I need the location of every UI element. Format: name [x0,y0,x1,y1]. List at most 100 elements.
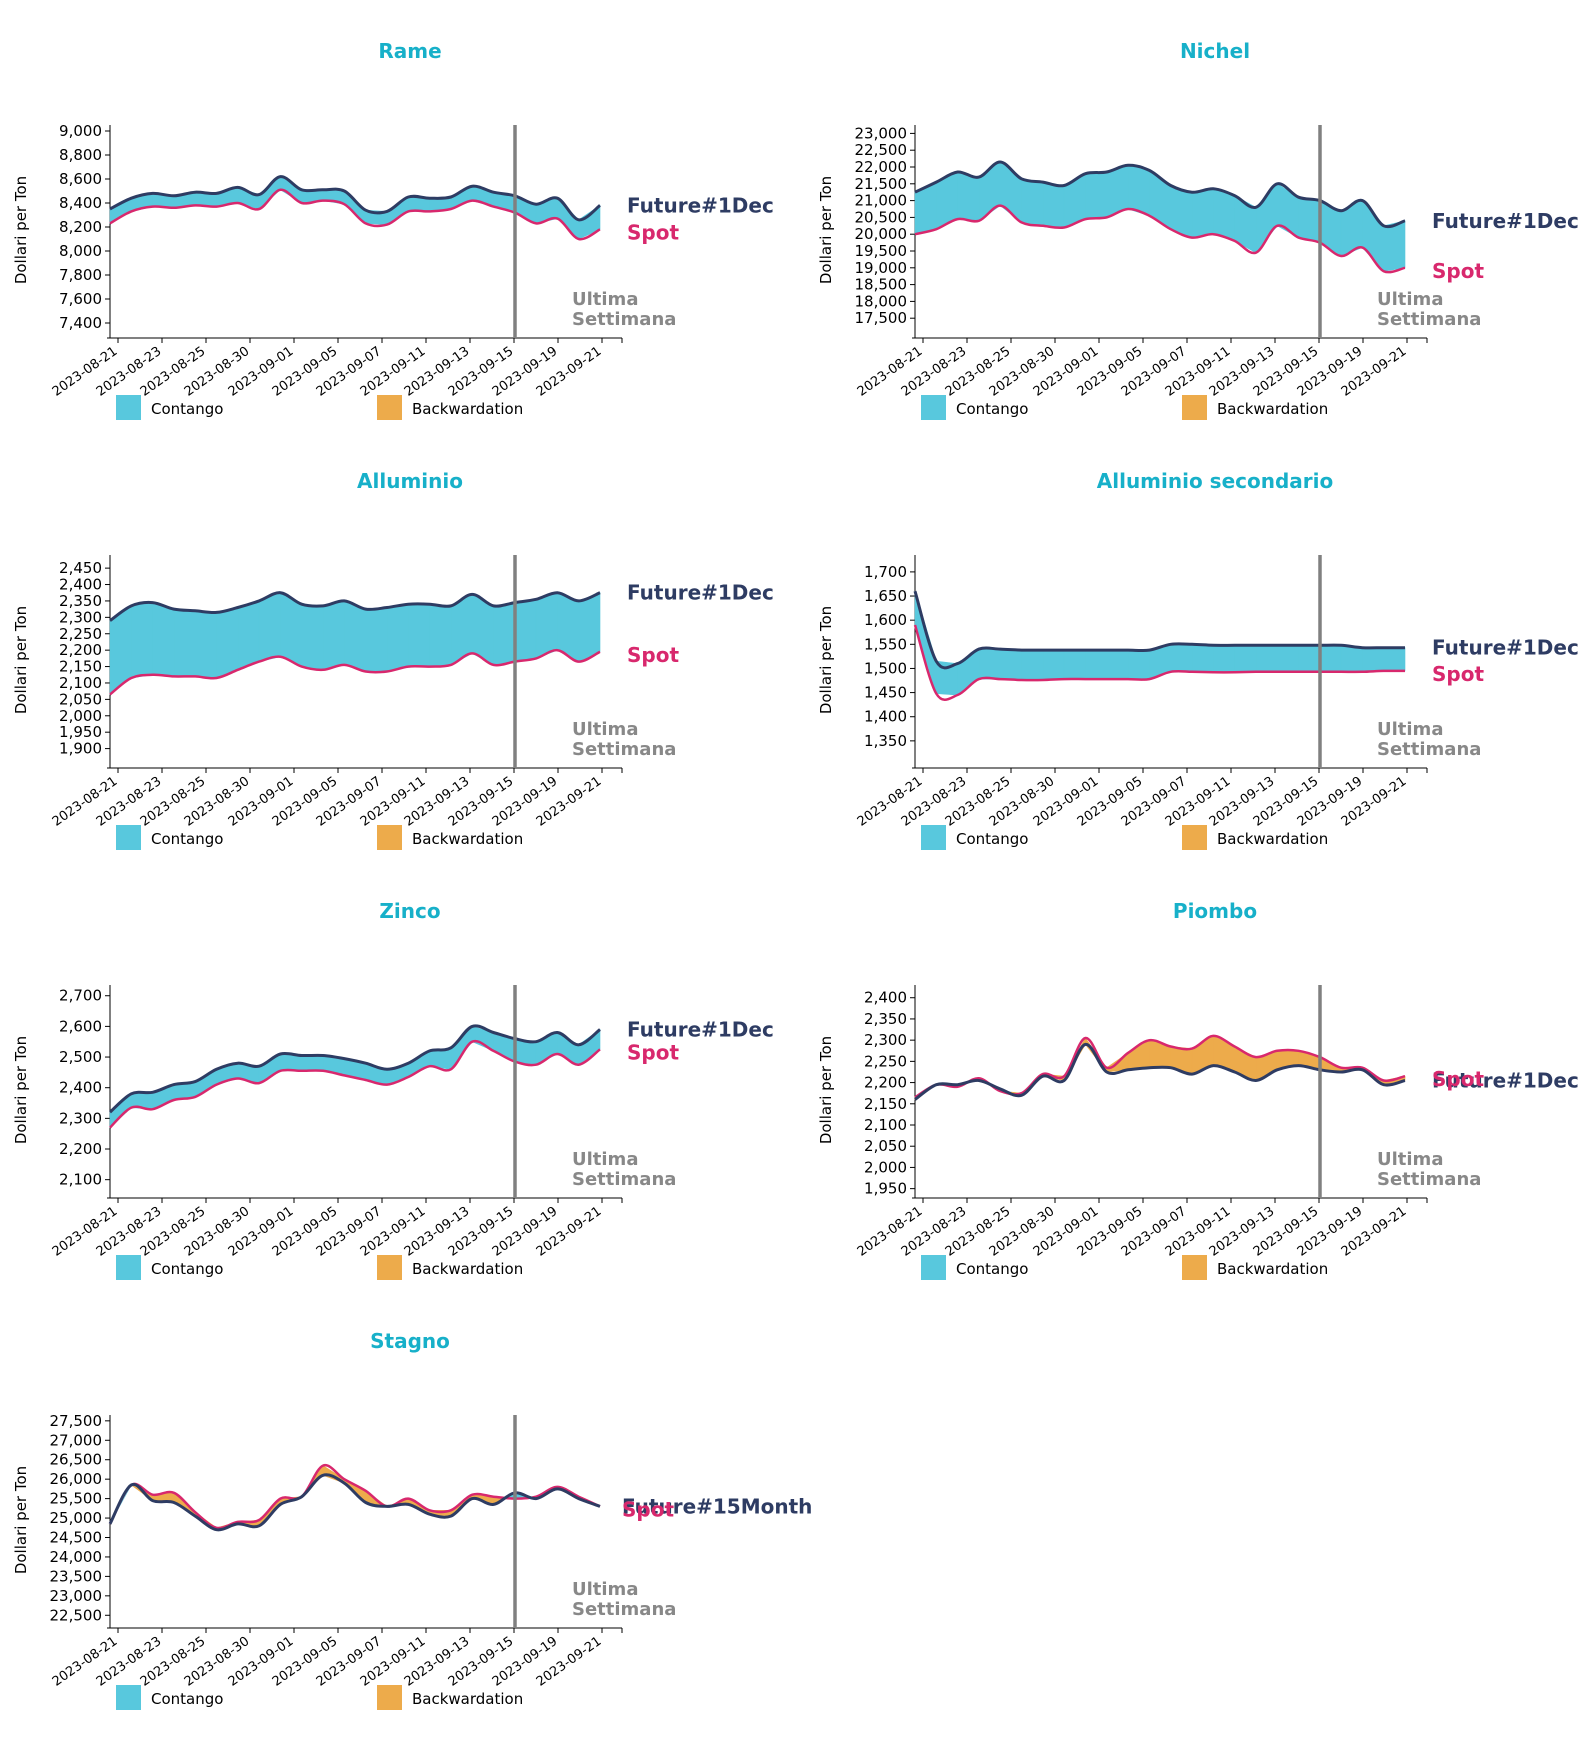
chart-panel-stagno: Stagno Dollari per Ton 22,500 23,000 23,500 2… [0,1310,812,1740]
legend-backwardation-label: Backwardation [412,830,523,848]
contango-area [578,592,601,663]
y-tick-label: 23,500 [50,1567,103,1585]
chart-title: Rame [378,39,441,63]
contango-area [194,610,217,679]
week-label-line2: Settimana [1377,309,1481,330]
y-tick-label: 22,000 [855,158,908,176]
chart-title: Alluminio [357,469,463,493]
y-tick-label: 19,000 [855,259,908,277]
chart-svg: Zinco Dollari per Ton 2,100 2,200 2,300 2,400… [12,899,774,1280]
week-label-line2: Settimana [1377,1169,1481,1190]
chart-title: Alluminio secondario [1097,469,1334,493]
y-tick-label: 7,400 [59,314,102,332]
contango-area [1383,647,1406,672]
legend-contango-label: Contango [151,1260,223,1278]
y-tick-label: 26,000 [50,1470,103,1488]
week-label-line2: Settimana [572,1599,676,1620]
legend-backwardation-swatch [1182,825,1207,850]
y-tick-label: 18,500 [855,276,908,294]
y-tick-label: 2,300 [59,1109,102,1127]
spot-end-label: Spot [622,1497,674,1521]
y-tick-label: 2,200 [59,641,102,659]
contango-area [1383,220,1406,272]
contango-area [173,608,196,677]
week-label-line2: Settimana [1377,739,1481,760]
legend-backwardation-label: Backwardation [412,1690,523,1708]
week-label-line2: Settimana [572,309,676,330]
chart-panel-piombo: Piombo Dollari per Ton 1,950 2,000 2,050 2,10… [805,880,1596,1310]
y-tick-label: 24,000 [50,1548,103,1566]
legend-backwardation-swatch [1182,1255,1207,1280]
chart-title: Stagno [370,1329,450,1353]
contango-area [1063,649,1086,680]
chart-panel-alluminio: Alluminio Dollari per Ton 1,900 1,950 2,000 2… [0,450,810,880]
spot-end-label: Spot [1432,259,1484,283]
y-tick-label: 22,500 [855,141,908,159]
y-tick-label: 8,800 [59,146,102,164]
week-label-line1: Ultima [572,719,638,740]
y-tick-label: 9,000 [59,122,102,140]
contango-area [343,600,367,672]
legend-backwardation-label: Backwardation [412,1260,523,1278]
y-tick-label: 1,950 [864,1180,907,1198]
week-label-line2: Settimana [572,1169,676,1190]
y-axis-label: Dollari per Ton [12,1036,30,1144]
legend-contango-swatch [116,1685,141,1710]
y-tick-label: 27,000 [50,1431,103,1449]
chart-title: Piombo [1173,899,1257,923]
y-tick-label: 2,100 [864,1116,907,1134]
contango-area [1362,647,1385,673]
y-tick-label: 2,100 [59,674,102,692]
spot-end-label: Spot [627,1040,679,1064]
future-end-label: Future#1Dec [1432,1068,1579,1092]
contango-area [386,603,409,672]
contango-area [365,607,388,672]
legend-backwardation-swatch [377,1685,402,1710]
legend-contango-label: Contango [956,400,1028,418]
y-tick-label: 2,450 [59,559,102,577]
legend-contango-label: Contango [151,1690,223,1708]
spot-end-label: Spot [627,220,679,244]
y-axis-label: Dollari per Ton [817,1036,835,1144]
y-tick-label: 2,300 [59,608,102,626]
legend-contango-swatch [116,395,141,420]
contango-area [1191,188,1214,238]
contango-area [1127,649,1150,680]
chart-svg: Piombo Dollari per Ton 1,950 2,000 2,050 2,10… [817,899,1579,1280]
y-tick-label: 2,200 [59,1140,102,1158]
y-tick-label: 2,050 [864,1137,907,1155]
legend-backwardation-label: Backwardation [1217,830,1328,848]
y-tick-label: 19,500 [855,242,908,260]
y-axis-label: Dollari per Ton [817,176,835,284]
y-tick-label: 23,000 [855,124,908,142]
contango-area [1255,645,1278,673]
chart-title: Nichel [1180,39,1250,63]
y-tick-label: 2,350 [59,592,102,610]
y-axis-label: Dollari per Ton [817,606,835,714]
y-tick-label: 7,800 [59,266,102,284]
y-tick-label: 26,500 [50,1451,103,1469]
week-label-line1: Ultima [572,1149,638,1170]
chart-title: Zinco [379,899,440,923]
contango-area [1298,645,1321,673]
y-tick-label: 2,400 [59,576,102,594]
legend-backwardation-swatch [1182,395,1207,420]
y-tick-label: 27,500 [50,1412,103,1430]
y-tick-label: 25,500 [50,1490,103,1508]
contango-area [957,171,980,222]
spot-end-label: Spot [1432,1067,1484,1091]
contango-area [1042,181,1065,228]
contango-area [1340,644,1363,673]
legend-backwardation-swatch [377,1255,402,1280]
week-label-line1: Ultima [1377,719,1443,740]
y-tick-label: 2,250 [59,625,102,643]
chart-panel-alluminio-secondario: Alluminio secondario Dollari per Ton 1,350… [805,450,1596,880]
y-tick-label: 1,650 [864,587,907,605]
contango-area [1212,188,1235,242]
y-tick-label: 22,500 [50,1606,103,1624]
y-tick-label: 21,000 [855,192,908,210]
future-end-label: Future#1Dec [1432,209,1579,233]
contango-area [978,648,1001,680]
contango-area [216,607,239,679]
